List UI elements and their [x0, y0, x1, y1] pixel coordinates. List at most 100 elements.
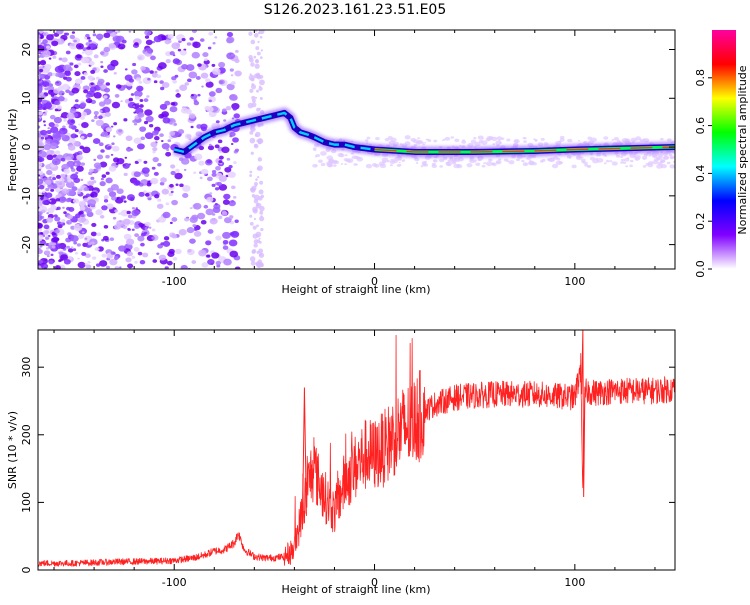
spectrogram-speckle-dot: [90, 82, 94, 86]
spectrogram-x-tick-label: 0: [371, 275, 378, 288]
spectrogram-speckle-dot: [118, 212, 122, 215]
spectrogram-speckle-dot: [122, 218, 131, 225]
spectrogram-halo-dot: [626, 157, 630, 160]
spectrogram-speckle-dot: [44, 250, 51, 256]
spectrogram-speckle-dot: [139, 98, 144, 102]
spectrogram-speckle-dot: [207, 176, 213, 182]
spectrogram-speckle-dot: [60, 157, 66, 162]
spectrogram-speckle-dot: [105, 127, 113, 133]
spectrogram-speckle-dot: [200, 126, 207, 132]
spectrogram-speckle-dot: [131, 255, 136, 259]
spectrogram-halo-dot: [651, 153, 655, 156]
spectrogram-speckle-dot: [230, 142, 234, 146]
spectrogram-speckle-dot: [256, 89, 260, 93]
colorbar-tick-label: 0.4: [694, 165, 707, 183]
spectrogram-speckle-dot: [215, 166, 221, 171]
spectrogram-speckle-dot: [79, 145, 85, 150]
spectrogram-speckle-dot: [86, 132, 93, 138]
spectrogram-speckle-dot: [111, 142, 115, 146]
spectrogram-speckle-dot: [168, 192, 173, 197]
spectrogram-speckle-dot: [106, 203, 114, 210]
spectrogram-speckle-dot: [200, 72, 209, 79]
spectrogram-speckle-dot: [114, 224, 122, 230]
spectrogram-speckle-dot: [105, 177, 113, 184]
spectrogram-speckle-dot: [152, 259, 158, 263]
spectrogram-speckle-dot: [122, 225, 127, 229]
spectrogram-speckle-dot: [58, 196, 67, 203]
spectrogram-speckle-dot: [218, 155, 224, 160]
spectrogram-halo-dot: [315, 164, 318, 167]
spectrogram-speckle-dot: [221, 108, 227, 113]
spectrogram-speckle-dot: [229, 68, 234, 72]
spectrogram-speckle-dot: [147, 77, 151, 81]
spectrogram-speckle-dot: [49, 142, 58, 150]
spectrogram-speckle-dot: [86, 46, 91, 50]
spectrogram-speckle-dot: [118, 245, 127, 252]
spectrogram-halo-dot: [512, 142, 519, 147]
spectrogram-halo-dot: [581, 156, 584, 159]
spectrogram-speckle-dot: [81, 51, 85, 54]
spectrogram-speckle-dot: [62, 125, 66, 129]
spectrogram-x-tick-label: -100: [162, 275, 187, 288]
spectrogram-halo-dot: [325, 148, 331, 153]
spectrogram-speckle-dot: [149, 70, 154, 74]
spectrogram-speckle-dot: [51, 245, 56, 249]
spectrogram-halo-dot: [356, 156, 364, 162]
spectrogram-speckle-dot: [254, 96, 258, 100]
spectrogram-speckle-dot: [214, 144, 220, 149]
spectrogram-speckle-dot: [63, 211, 67, 215]
spectrogram-speckle-dot: [61, 93, 65, 96]
spectrogram-halo-dot: [657, 161, 663, 166]
spectrogram-halo-dot: [551, 163, 559, 169]
spectrogram-speckle-dot: [187, 249, 192, 253]
spectrogram-halo-dot: [583, 161, 588, 165]
spectrogram-speckle-dot: [171, 217, 178, 222]
spectrogram-halo-dot: [533, 138, 536, 141]
spectrogram-speckle-dot: [249, 170, 253, 174]
spectrogram-halo-dot: [657, 155, 663, 160]
spectrogram-speckle-dot: [234, 49, 239, 53]
spectrogram-halo-dot: [668, 153, 673, 157]
spectrogram-speckle-dot: [165, 151, 172, 157]
spectrogram-speckle-dot: [200, 168, 209, 175]
spectrogram-speckle-dot: [159, 103, 168, 110]
spectrogram-speckle-dot: [178, 228, 187, 236]
spectrogram-speckle-dot: [73, 64, 79, 69]
spectrogram-speckle-dot: [200, 219, 207, 225]
spectrogram-speckle-dot: [142, 77, 152, 85]
spectrogram-speckle-dot: [46, 217, 54, 223]
spectrogram-speckle-dot: [67, 178, 72, 183]
spectrogram-halo-dot: [543, 142, 549, 146]
spectrogram-speckle-dot: [231, 117, 235, 120]
spectrogram-halo-dot: [452, 161, 457, 165]
spectrogram-speckle-dot: [216, 181, 223, 187]
spectrogram-halo-dot: [315, 156, 318, 158]
spectrogram-speckle-dot: [74, 78, 83, 85]
spectrogram-speckle-dot: [255, 131, 261, 138]
spectrogram-speckle-dot: [77, 257, 80, 260]
spectrogram-speckle-dot: [43, 102, 53, 109]
spectrogram-speckle-dot: [249, 174, 253, 177]
spectrogram-speckle-dot: [78, 123, 81, 126]
spectrogram-speckle-dot: [82, 85, 90, 91]
spectrogram-halo-dot: [371, 163, 378, 167]
spectrogram-speckle-dot: [171, 234, 178, 239]
spectrogram-speckle-dot: [50, 94, 55, 97]
spectrogram-speckle-dot: [39, 60, 47, 66]
spectrogram-speckle-dot: [259, 35, 263, 39]
spectrogram-speckle-dot: [108, 43, 116, 49]
spectrogram-speckle-dot: [98, 115, 103, 120]
spectrogram-speckle-dot: [84, 237, 88, 240]
spectrogram-speckle-dot: [182, 192, 189, 199]
spectrogram-halo-dot: [445, 161, 452, 166]
spectrogram-speckle-dot: [144, 221, 151, 227]
spectrogram-halo-dot: [420, 165, 424, 168]
spectrogram-speckle-dot: [165, 202, 170, 206]
spectrogram-speckle-dot: [44, 110, 48, 113]
spectrogram-speckle-dot: [218, 160, 223, 164]
spectrogram-halo-dot: [475, 162, 481, 166]
spectrogram-speckle-dot: [234, 266, 241, 269]
spectrogram-speckle-dot: [54, 72, 61, 77]
spectrogram-speckle-dot: [225, 174, 229, 178]
